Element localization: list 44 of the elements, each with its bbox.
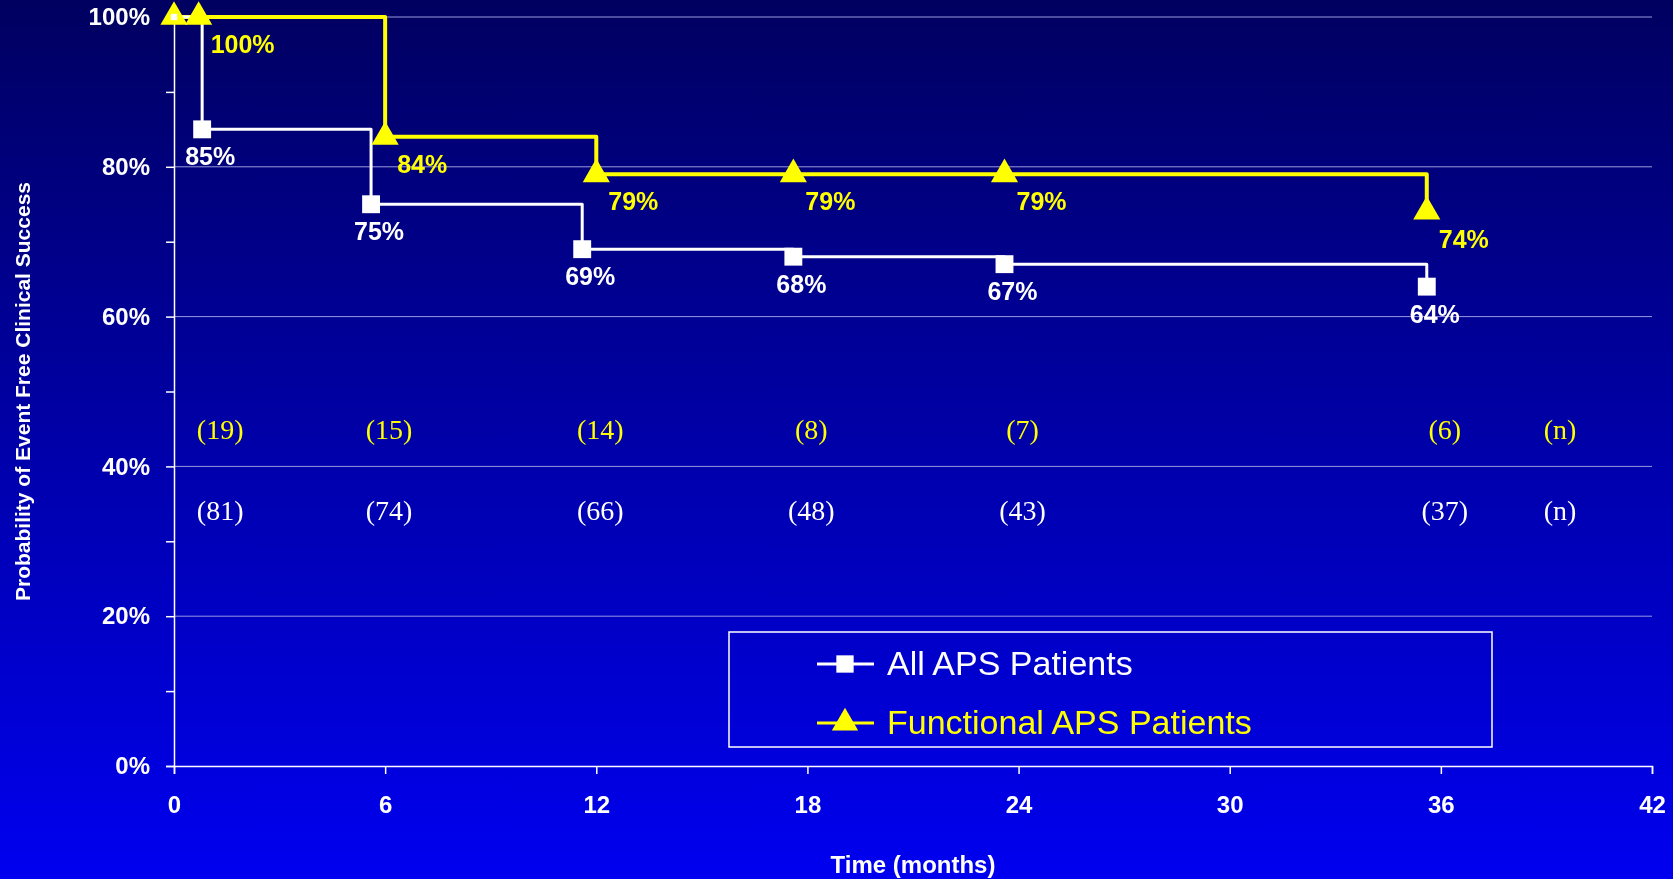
x-tick-label: 36	[1428, 791, 1455, 819]
annotation: (14)	[576, 413, 624, 445]
data-label: 79%	[805, 187, 856, 216]
x-tick-label: 0	[167, 791, 182, 819]
legend-label: All APS Patients	[887, 644, 1133, 682]
y-tick-label: 80%	[101, 152, 150, 180]
annotation: (15)	[365, 413, 413, 445]
data-label: 85%	[185, 142, 236, 171]
annotation: (7)	[1006, 413, 1039, 445]
annotation: (37)	[1421, 495, 1469, 527]
data-label: 75%	[354, 217, 405, 246]
data-label: 69%	[565, 262, 616, 291]
data-label: 67%	[987, 277, 1038, 306]
y-tick-label: 20%	[101, 602, 150, 630]
annotation: (8)	[795, 413, 828, 445]
annotation: (48)	[788, 495, 835, 527]
data-label: 68%	[776, 269, 827, 298]
y-tick-label: 40%	[101, 452, 150, 480]
x-tick-label: 42	[1639, 791, 1666, 819]
data-label: 100%	[210, 30, 275, 58]
data-label: 74%	[1438, 224, 1489, 253]
x-tick-label: 18	[794, 791, 822, 819]
x-tick-label: 6	[378, 791, 393, 819]
x-tick-label: 12	[583, 791, 611, 819]
data-label: 64%	[1409, 299, 1460, 328]
annotation: (66)	[576, 495, 624, 527]
y-tick-label: 0%	[115, 752, 150, 780]
data-label: 79%	[1016, 187, 1067, 216]
y-tick-label: 60%	[101, 302, 150, 330]
annotation: (n)	[1543, 413, 1577, 445]
annotation: (n)	[1543, 495, 1577, 527]
x-tick-label: 30	[1216, 791, 1244, 819]
annotation: (74)	[365, 495, 413, 527]
y-tick-label: 100%	[88, 3, 150, 31]
annotation: (43)	[999, 495, 1046, 527]
y-axis-title: Probability of Event Free Clinical Success	[11, 182, 34, 601]
annotation: (19)	[196, 413, 244, 445]
data-label: 79%	[608, 187, 659, 216]
annotation: (81)	[196, 495, 244, 527]
data-label: 84%	[397, 149, 448, 178]
legend-label: Functional APS Patients	[887, 703, 1252, 741]
x-axis-title: Time (months)	[830, 851, 996, 878]
x-tick-label: 24	[1005, 791, 1034, 819]
annotation: (6)	[1428, 413, 1462, 445]
